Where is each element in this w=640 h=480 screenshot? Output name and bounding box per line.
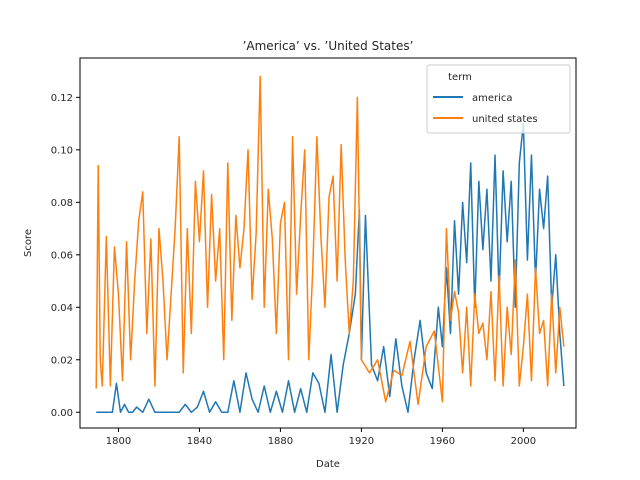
y-tick-label: 0.06 [51, 250, 73, 261]
y-axis-label: Score [23, 229, 34, 257]
chart-title: ’America’ vs. ’United States’ [243, 39, 414, 53]
x-tick-label: 1800 [106, 436, 131, 447]
legend-box [426, 64, 571, 134]
legend-label-america: america [472, 93, 513, 104]
y-tick-label: 0.12 [51, 93, 73, 104]
y-tick-label: 0.02 [51, 355, 73, 366]
y-tick-label: 0.00 [51, 408, 73, 419]
x-axis: 1800 1840 1880 1920 1960 2000 [106, 428, 536, 447]
legend-label-united-states: united states [472, 114, 538, 125]
x-tick-label: 2000 [511, 436, 536, 447]
x-tick-label: 1840 [187, 436, 212, 447]
y-tick-label: 0.04 [51, 303, 73, 314]
x-tick-label: 1880 [268, 436, 293, 447]
series-line-america [96, 122, 565, 414]
y-axis: 0.00 0.02 0.04 0.06 0.08 0.10 0.12 [51, 93, 80, 419]
x-tick-label: 1960 [430, 436, 455, 447]
plot-frame [79, 57, 577, 429]
x-axis-label: Date [316, 459, 340, 470]
legend: term america united states [426, 64, 571, 134]
y-tick-label: 0.10 [51, 145, 73, 156]
plot-area [79, 57, 577, 429]
legend-title: term [448, 72, 472, 83]
x-tick-label: 1920 [349, 436, 374, 447]
y-tick-label: 0.08 [51, 198, 73, 209]
series-line-united-states [95, 75, 565, 406]
series-layer [95, 75, 565, 414]
